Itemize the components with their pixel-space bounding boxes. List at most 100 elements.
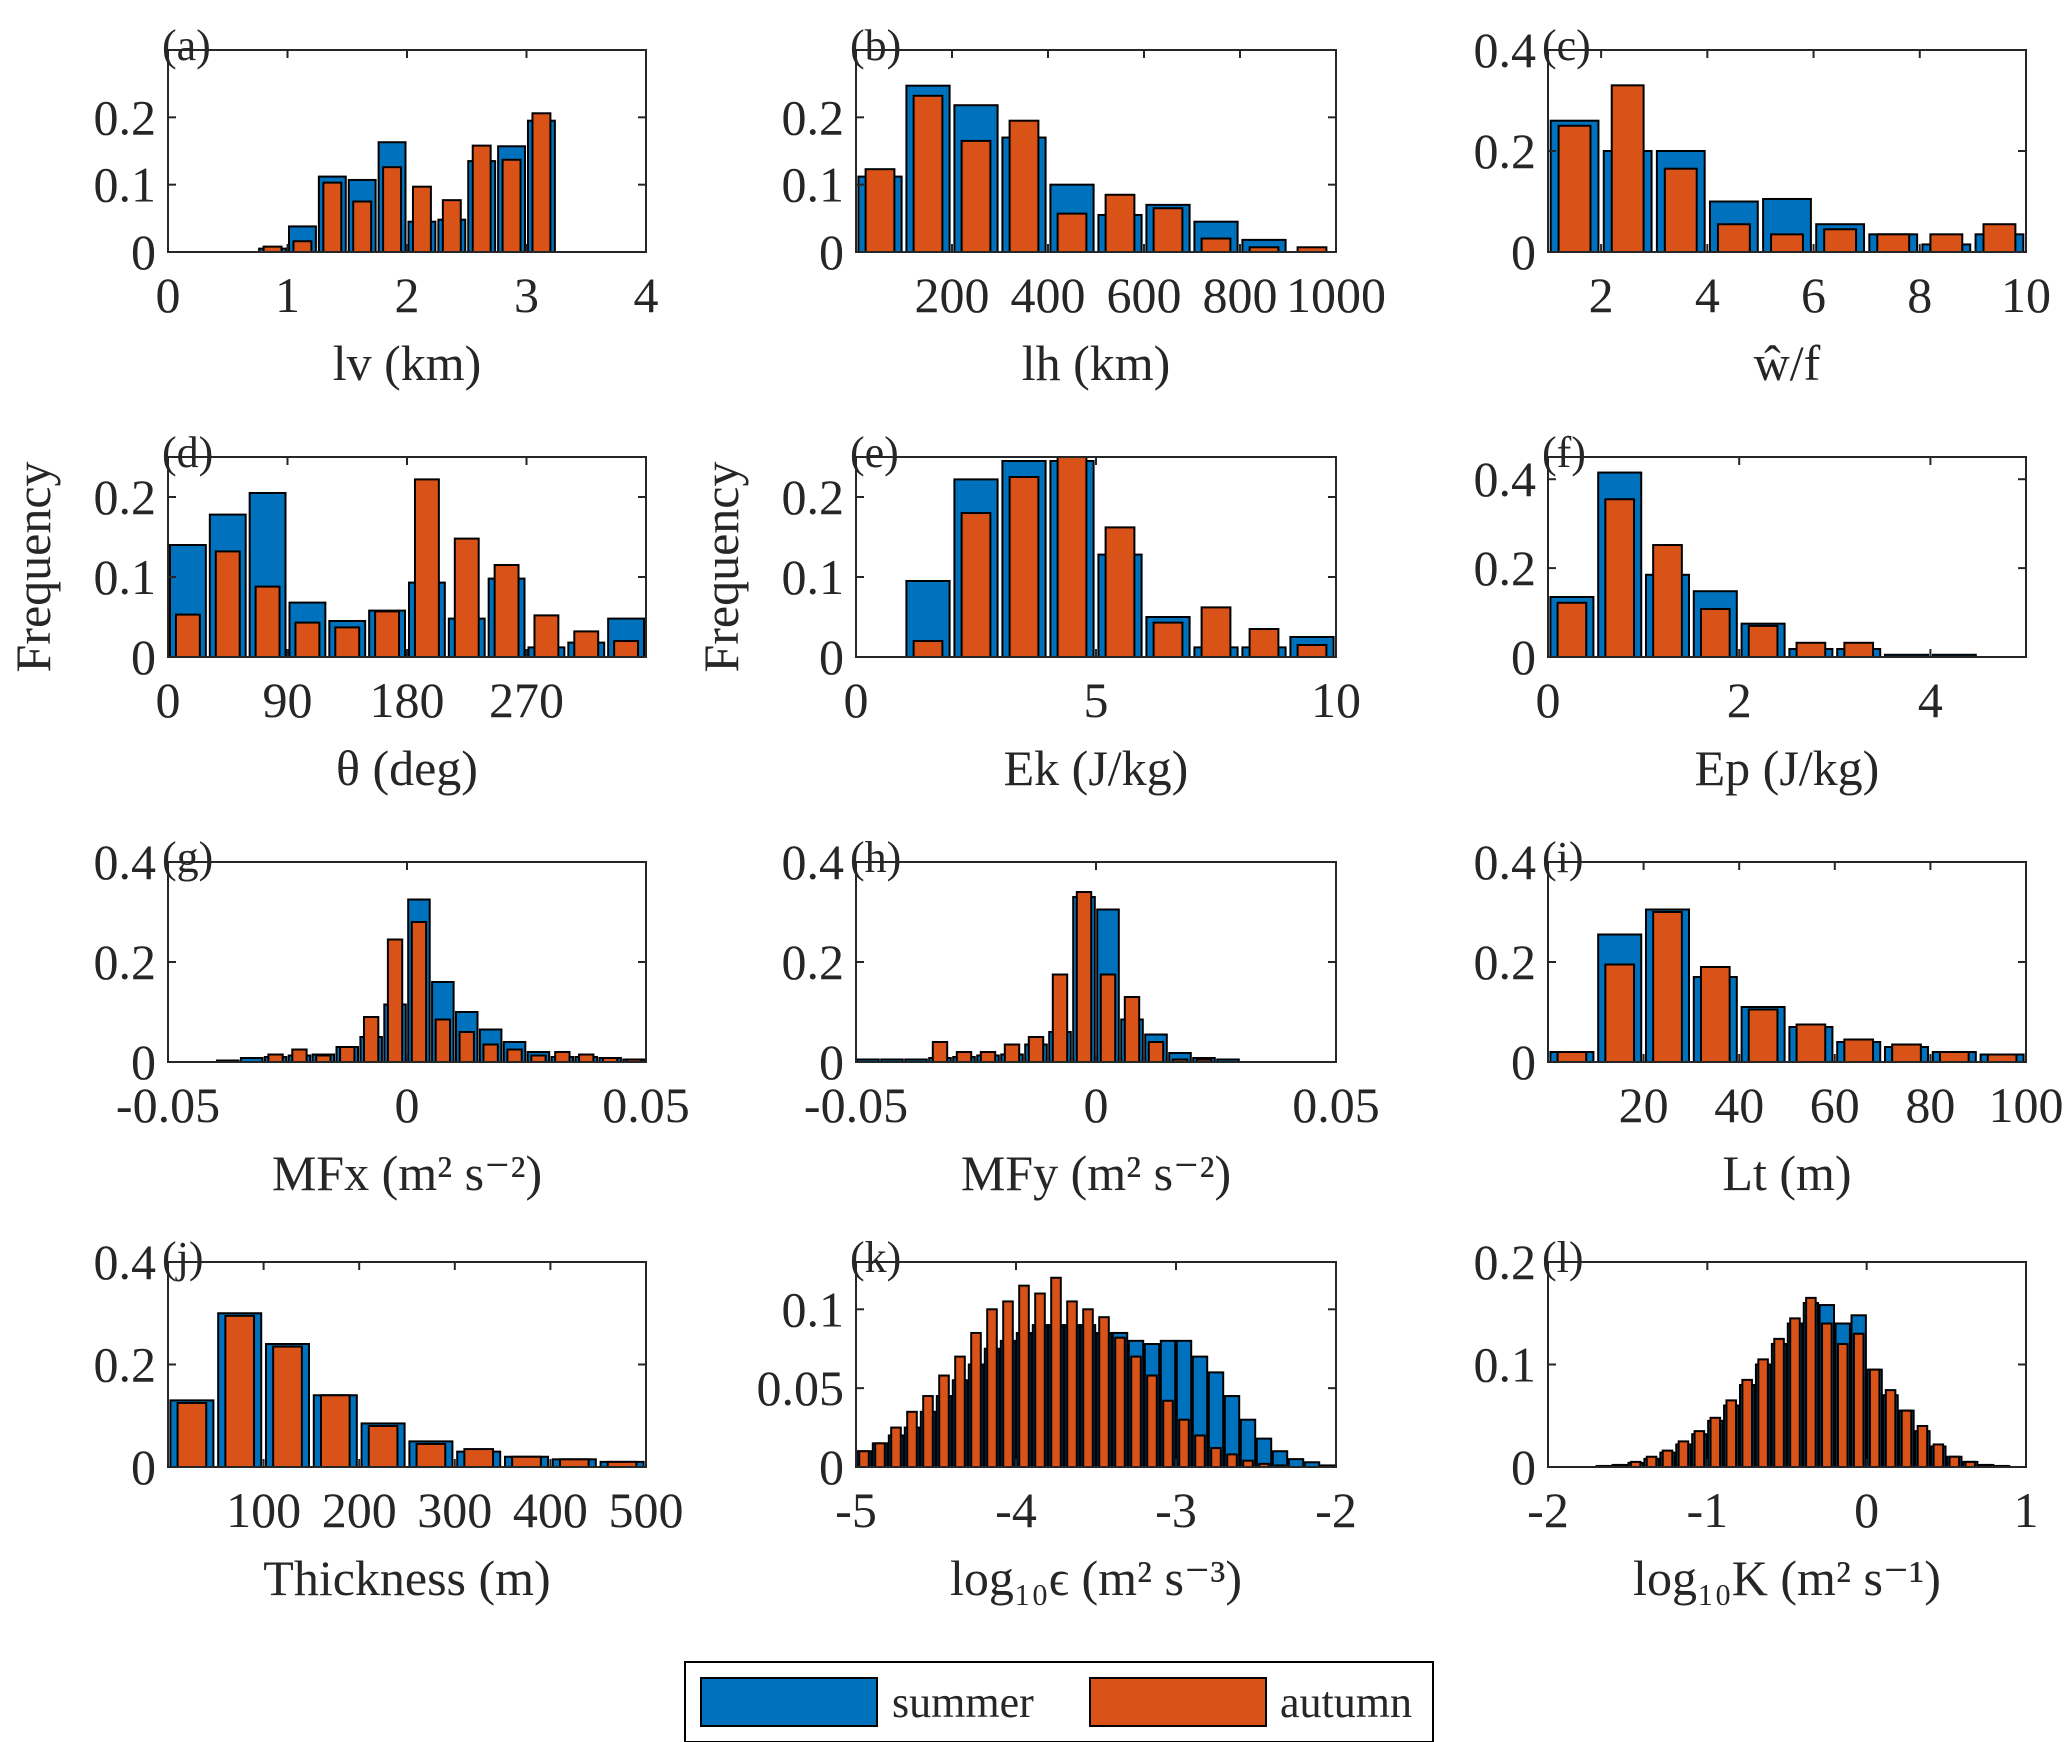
plot-area [168, 50, 646, 252]
x-tick-label: 100 [1989, 1077, 2064, 1133]
bar-autumn [1932, 1443, 1945, 1468]
bar-autumn [1194, 1434, 1206, 1469]
bar-autumn [471, 144, 492, 253]
x-tick-label: -2 [1527, 1482, 1569, 1538]
bar-autumn [1018, 1284, 1030, 1468]
x-tick-label: 400 [513, 1482, 588, 1538]
y-tick-label: 0.1 [94, 549, 157, 605]
bar-autumn [970, 1331, 982, 1469]
legend-label-autumn: autumn [1280, 1678, 1412, 1727]
bar-autumn [1008, 476, 1040, 658]
bar-autumn [1741, 1378, 1753, 1468]
bar-autumn [954, 1355, 966, 1468]
bar-autumn [1747, 1008, 1779, 1063]
bar-autumn [960, 139, 992, 253]
bar-autumn [955, 1051, 973, 1063]
bar-autumn [1604, 963, 1636, 1063]
y-tick-label: 0.4 [1474, 451, 1537, 507]
panel-label: (a) [162, 21, 211, 70]
bar-autumn [382, 166, 403, 253]
y-tick-label: 0.1 [782, 1281, 845, 1337]
bar-autumn [1876, 233, 1911, 253]
bar-autumn [1200, 237, 1232, 254]
bar-autumn [174, 613, 201, 658]
bar-autumn [319, 1394, 351, 1468]
panels: 0 1 2 3 400.10.2(a)lv (km)200 400 600 800 100000… [5, 21, 2064, 1606]
y-tick-label: 0 [131, 1439, 156, 1495]
y-tick-label: 0.2 [782, 934, 845, 990]
y-tick-label: 0.2 [1474, 123, 1537, 179]
bar-autumn [1604, 498, 1636, 658]
y-tick-label: 0 [819, 224, 844, 280]
bar-autumn [1795, 641, 1827, 658]
x-tick-label: 40 [1714, 1077, 1764, 1133]
x-axis-label: log₁₀K (m² s⁻¹) [1633, 1550, 1941, 1606]
bar-autumn [1982, 223, 2017, 254]
bar-autumn [986, 1308, 998, 1469]
x-tick-label: -2 [1315, 1482, 1357, 1538]
x-axis-label: θ (deg) [336, 740, 478, 796]
y-tick-label: 0.1 [782, 549, 845, 605]
bar-autumn [1900, 1409, 1913, 1468]
bar-autumn [410, 921, 428, 1063]
x-tick-label: 3 [514, 267, 539, 323]
bar-autumn [558, 1458, 590, 1468]
bar-autumn [1248, 628, 1280, 658]
bar-autumn [493, 564, 520, 658]
bar-autumn [912, 640, 944, 658]
panel-a: 0 1 2 3 4 0 0.1 0.2(a) lv (km) [94, 21, 659, 391]
bar-autumn [1652, 544, 1683, 658]
bar-autumn [1146, 1374, 1158, 1468]
x-tick-label: 4 [1918, 672, 1943, 728]
bar-autumn [1852, 1332, 1865, 1468]
x-tick-label: 4 [634, 267, 659, 323]
bar-autumn [1556, 1051, 1588, 1063]
bar-autumn [1929, 233, 1964, 253]
bar-autumn [906, 1410, 918, 1469]
y-tick-label: 0 [819, 1439, 844, 1495]
bar-autumn [1677, 1440, 1690, 1468]
bar-autumn [214, 550, 241, 659]
bar-autumn [890, 1426, 902, 1468]
x-tick-label: 2 [395, 267, 420, 323]
bar-autumn [374, 610, 401, 659]
legend: summer autumn [684, 1661, 1434, 1742]
bar-autumn [858, 1450, 870, 1468]
bar-autumn [922, 1395, 934, 1468]
y-tick-label: 0 [131, 1034, 156, 1090]
bar-autumn [322, 181, 343, 253]
panel-f: 0 2 4 0 0.2 0.4 (f) Ep (J/kg) [1474, 428, 2027, 796]
y-tick-label: 0.2 [94, 469, 157, 525]
x-tick-label: 2 [1589, 267, 1614, 323]
bar-autumn [1082, 1308, 1094, 1469]
panel-j: 100 200 300 400 500 0 0.2 0.4 (j) Thickness (m) [94, 1233, 684, 1606]
y-tick-label: 0 [1511, 1439, 1536, 1495]
y-tick-label: 0.4 [94, 834, 157, 890]
x-tick-label: 0 [156, 267, 181, 323]
bar-autumn [613, 640, 640, 658]
bar-autumn [511, 1455, 542, 1468]
panel-label: (c) [1542, 21, 1591, 70]
bar-autumn [1663, 167, 1698, 253]
panel-label: (l) [1542, 1233, 1584, 1282]
bar-autumn [1916, 1425, 1929, 1468]
x-tick-label: -0.05 [804, 1077, 908, 1133]
panel-label: (k) [850, 1233, 901, 1282]
x-tick-label: 0 [844, 672, 869, 728]
bar-autumn [864, 168, 896, 253]
bar-autumn [272, 1345, 303, 1468]
y-tick-label: 0.2 [94, 934, 157, 990]
bar-autumn [411, 185, 432, 253]
x-tick-label: 90 [263, 672, 313, 728]
legend-swatch-summer [700, 1677, 878, 1727]
x-tick-label: 10 [1311, 672, 1361, 728]
x-tick-label: -5 [835, 1482, 877, 1538]
bar-autumn [554, 1051, 571, 1063]
y-tick-label: 0.05 [757, 1360, 845, 1416]
bar-autumn [1986, 1053, 2018, 1063]
bar-autumn [1836, 1343, 1849, 1468]
y-axis-label: Frequency [5, 461, 61, 672]
panel-label: (d) [162, 428, 213, 477]
bar-autumn [573, 630, 600, 659]
